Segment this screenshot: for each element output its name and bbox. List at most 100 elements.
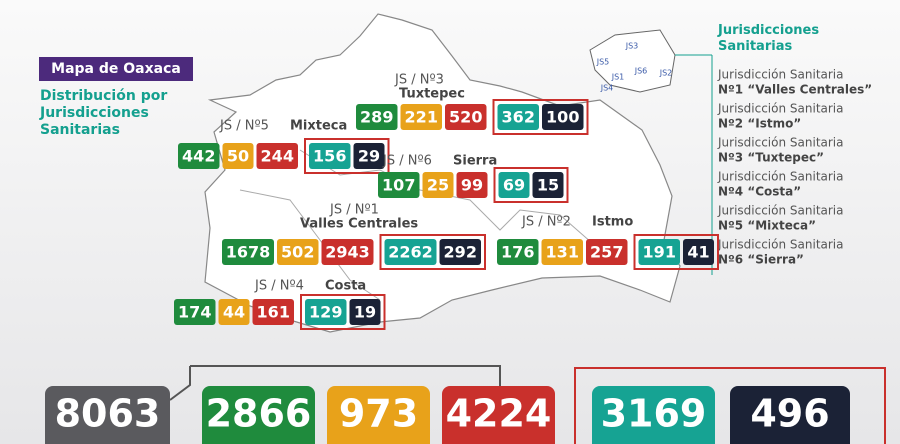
total-box <box>202 386 315 444</box>
value: 176 <box>501 243 534 262</box>
value: 362 <box>502 108 535 127</box>
jurisdiction-prefix: JS / Nº2 <box>521 215 571 230</box>
value-box <box>356 104 398 130</box>
mini-map <box>589 29 713 275</box>
total-box <box>730 386 850 444</box>
jurisdiction-name: Sierra <box>453 154 497 169</box>
minimap-label: JS3 <box>625 42 639 51</box>
total-box <box>45 386 170 444</box>
jurisdiction-prefix: JS / Nº6 <box>382 154 432 169</box>
legend-name: Nº6 “Sierra” <box>718 253 804 267</box>
bracket <box>169 366 191 401</box>
highlight-frame <box>493 167 569 203</box>
value-box <box>586 239 628 265</box>
jurisdiction-name: Tuxtepec <box>399 87 465 102</box>
value: 191 <box>643 243 676 262</box>
value: 156 <box>313 147 346 166</box>
value: 502 <box>281 243 314 262</box>
total-box <box>592 386 715 444</box>
jurisdiction-name: Mixteca <box>290 119 347 134</box>
legend-name: Nº2 “Istmo” <box>718 117 801 131</box>
value-box <box>422 172 454 198</box>
highlight-frame <box>304 138 390 174</box>
value-box <box>256 143 298 169</box>
legend-line: Jurisdicción Sanitaria <box>717 68 844 82</box>
legend-line: Jurisdicción Sanitaria <box>717 238 844 252</box>
value-box <box>497 104 539 130</box>
value-box <box>174 299 216 325</box>
minimap-label: JS4 <box>600 84 614 93</box>
highlight-frame <box>300 294 386 330</box>
total-box <box>442 386 555 444</box>
value: 129 <box>309 303 342 322</box>
value-box <box>439 239 481 265</box>
value-box <box>252 299 294 325</box>
value: 2943 <box>325 243 370 262</box>
value: 99 <box>461 176 483 195</box>
total: 3169 <box>601 392 707 436</box>
value: 292 <box>444 243 477 262</box>
value-box <box>400 104 442 130</box>
value: 69 <box>503 176 525 195</box>
value: 50 <box>227 147 249 166</box>
value-box <box>456 172 488 198</box>
value-box <box>277 239 319 265</box>
value-box <box>683 239 714 265</box>
total: 973 <box>339 392 418 436</box>
value-box <box>532 172 564 198</box>
jurisdiction-prefix: JS / Nº4 <box>254 279 304 294</box>
title-badge <box>39 57 193 81</box>
legend-name: Nº5 “Mixteca” <box>718 219 816 233</box>
minimap-label: JS2 <box>659 69 673 78</box>
value: 107 <box>382 176 415 195</box>
value-box <box>638 239 680 265</box>
bracket <box>574 367 886 444</box>
value-box <box>497 239 539 265</box>
jurisdiction-name: Istmo <box>592 215 633 230</box>
value-box <box>309 143 351 169</box>
value-box <box>222 143 254 169</box>
total: 496 <box>750 392 829 436</box>
total: 4224 <box>446 392 552 436</box>
value: 41 <box>687 243 709 262</box>
highlight-frame <box>633 234 719 270</box>
legend-line: Jurisdicción Sanitaria <box>717 102 844 116</box>
highlight-frame <box>379 234 486 270</box>
value-box <box>305 299 347 325</box>
value-box <box>378 172 420 198</box>
minimap-label: JS1 <box>611 73 625 82</box>
value-box <box>222 239 274 265</box>
total-box <box>327 386 430 444</box>
legend-title: Jurisdicciones Sanitarias <box>717 23 819 54</box>
legend-name: Nº4 “Costa” <box>718 185 801 199</box>
value: 174 <box>178 303 211 322</box>
legend-line: Jurisdicción Sanitaria <box>717 170 844 184</box>
title: Mapa de Oaxaca <box>51 61 181 77</box>
value: 25 <box>427 176 449 195</box>
value-box <box>218 299 250 325</box>
jurisdiction-prefix: JS / Nº1 <box>329 203 379 218</box>
value: 244 <box>261 147 294 166</box>
value-box <box>384 239 437 265</box>
value-box <box>349 299 381 325</box>
legend-line: Jurisdicción Sanitaria <box>717 136 844 150</box>
jurisdiction-name: Valles Centrales <box>300 217 418 232</box>
value: 161 <box>257 303 290 322</box>
minimap-label: JS6 <box>634 67 648 76</box>
jurisdiction-prefix: JS / Nº5 <box>219 119 269 134</box>
value: 520 <box>449 108 482 127</box>
minimap-label: JS5 <box>596 58 610 67</box>
jurisdiction-prefix: JS / Nº3 <box>394 73 444 88</box>
value: 131 <box>546 243 579 262</box>
total: 2866 <box>206 392 312 436</box>
bracket <box>190 365 501 390</box>
value: 257 <box>590 243 623 262</box>
value-box <box>498 172 530 198</box>
total: 8063 <box>55 392 161 436</box>
value: 19 <box>354 303 376 322</box>
value: 100 <box>546 108 579 127</box>
value: 289 <box>360 108 393 127</box>
value-box <box>445 104 487 130</box>
value-box <box>353 143 385 169</box>
